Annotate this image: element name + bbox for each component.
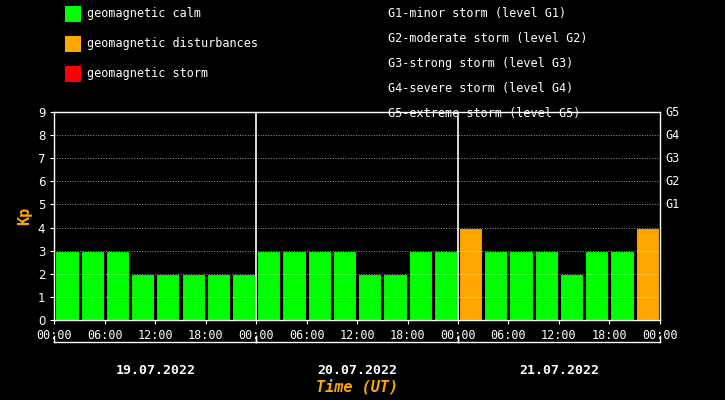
Text: G3: G3 (666, 152, 679, 165)
Text: G1-minor storm (level G1): G1-minor storm (level G1) (388, 8, 566, 20)
Bar (534, 251, 558, 320)
Bar (384, 274, 407, 320)
Bar (333, 251, 356, 320)
Bar (510, 251, 533, 320)
Bar (636, 228, 659, 320)
Text: G4: G4 (666, 129, 679, 142)
Text: geomagnetic calm: geomagnetic calm (87, 8, 201, 20)
Bar (80, 251, 104, 320)
Text: 19.07.2022: 19.07.2022 (115, 364, 195, 378)
Text: geomagnetic disturbances: geomagnetic disturbances (87, 38, 258, 50)
Text: G3-strong storm (level G3): G3-strong storm (level G3) (388, 57, 573, 70)
Bar (484, 251, 507, 320)
Bar (307, 251, 331, 320)
Bar (358, 274, 381, 320)
Bar (181, 274, 204, 320)
Bar (560, 274, 583, 320)
Bar (232, 274, 255, 320)
Bar (55, 251, 78, 320)
Bar (610, 251, 634, 320)
Bar (434, 251, 457, 320)
Text: 21.07.2022: 21.07.2022 (519, 364, 599, 378)
Text: Time (UT): Time (UT) (316, 378, 399, 394)
Text: G2-moderate storm (level G2): G2-moderate storm (level G2) (388, 32, 587, 45)
Y-axis label: Kp: Kp (17, 207, 33, 225)
Text: G4-severe storm (level G4): G4-severe storm (level G4) (388, 82, 573, 95)
Bar (283, 251, 306, 320)
Bar (106, 251, 129, 320)
Text: G2: G2 (666, 175, 679, 188)
Bar (459, 228, 482, 320)
Text: 20.07.2022: 20.07.2022 (317, 364, 397, 378)
Bar (257, 251, 281, 320)
Bar (408, 251, 431, 320)
Bar (157, 274, 180, 320)
Bar (585, 251, 608, 320)
Text: G1: G1 (666, 198, 679, 211)
Text: geomagnetic storm: geomagnetic storm (87, 68, 208, 80)
Bar (207, 274, 230, 320)
Bar (131, 274, 154, 320)
Text: G5-extreme storm (level G5): G5-extreme storm (level G5) (388, 107, 580, 120)
Text: G5: G5 (666, 106, 679, 118)
